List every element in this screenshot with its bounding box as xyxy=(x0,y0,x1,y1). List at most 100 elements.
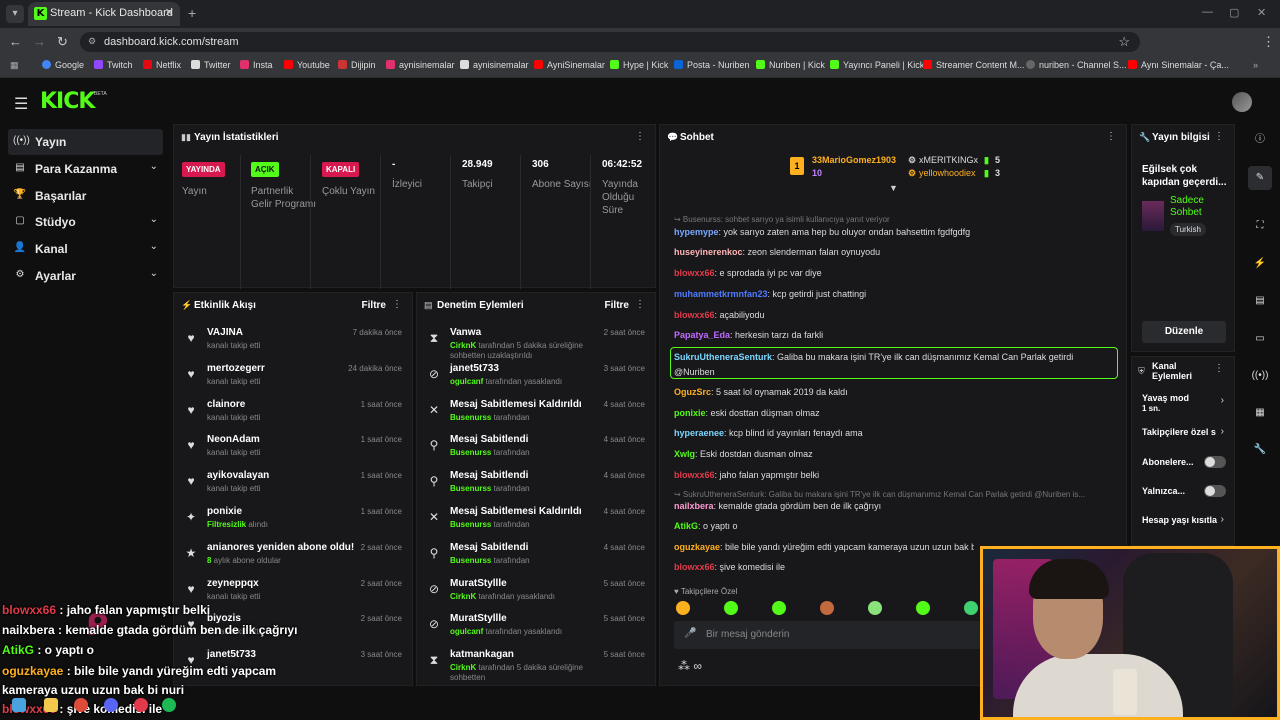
emote-icon[interactable] xyxy=(916,601,930,615)
chat-username[interactable]: SukruUtheneraSenturk xyxy=(674,352,773,362)
chevron-right-icon[interactable]: › xyxy=(1220,426,1224,437)
chat-username[interactable]: blowxx66 xyxy=(674,470,715,480)
microphone-icon[interactable]: 🎤 xyxy=(684,628,697,639)
list-item[interactable]: ♥ zeyneppqx kanalı takip etti 2 saat önce xyxy=(174,574,412,610)
more-options-icon[interactable]: ⋮ xyxy=(635,299,645,310)
chat-username[interactable]: muhammetkrmnfan23 xyxy=(674,289,768,299)
edit-button[interactable]: Düzenle xyxy=(1142,321,1226,343)
minimize-icon[interactable]: — xyxy=(1202,6,1213,18)
bookmark-twitter[interactable]: Twitter xyxy=(191,60,231,70)
collapse-arrow-icon[interactable]: ▼ xyxy=(889,183,898,193)
bookmark-insta[interactable]: Insta xyxy=(240,60,273,70)
browser-menu-icon[interactable]: ⋮ xyxy=(1262,34,1275,49)
sidebar-item-yayin[interactable]: ((•)) Yayın xyxy=(8,129,163,155)
list-item[interactable]: ✕ Mesaj Sabitlemesi Kaldırıldı Busenurss t… xyxy=(417,395,655,431)
discord-icon[interactable] xyxy=(104,698,118,712)
maximize-icon[interactable]: ▢ xyxy=(1229,7,1240,19)
more-options-icon[interactable]: ⋮ xyxy=(1106,131,1116,142)
apps-grid-icon[interactable]: ▦ xyxy=(10,60,19,70)
sidebar-item-para-kazanma[interactable]: ▤ Para Kazanma ⌄ xyxy=(8,156,163,182)
bookmark-twitch[interactable]: Twitch xyxy=(94,60,133,70)
chat-username[interactable]: huseyinerenkoc xyxy=(674,247,743,257)
chat-input[interactable]: 🎤 Bir mesaj gönderin xyxy=(674,621,984,649)
bookmark-dijipin[interactable]: Dijipin xyxy=(338,60,376,70)
chat-username[interactable]: hypemype xyxy=(674,227,719,237)
list-item[interactable]: ✕ Mesaj Sabitlemesi Kaldırıldı Busenurss t… xyxy=(417,502,655,538)
chat-username[interactable]: Papatya_Eda xyxy=(674,330,731,340)
list-item[interactable]: ⊘ janet5t733 ogulcanf tarafından yasakland… xyxy=(417,359,655,395)
bookmark-netflix[interactable]: Netflix xyxy=(143,60,181,70)
folder-icon[interactable] xyxy=(44,698,58,712)
tab-search-button[interactable]: ▾ xyxy=(6,5,24,23)
kick-logo[interactable]: KICK xyxy=(40,89,95,114)
lightning-icon[interactable]: ⚡ xyxy=(1253,258,1267,269)
bookmark-google[interactable]: Google xyxy=(42,60,84,70)
bookmark-aynisinemalar-twitter[interactable]: aynisinemalar xyxy=(460,60,529,70)
bookmark-aynisinemalar-youtube[interactable]: AyniSinemalar xyxy=(534,60,605,70)
filter-button[interactable]: Filtre xyxy=(604,300,629,311)
category-name[interactable]: Sadece Sohbet xyxy=(1170,195,1204,218)
url-field[interactable]: ⚙ dashboard.kick.com/stream ☆ xyxy=(80,32,1140,52)
bookmark-ayni-sinemalar[interactable]: Aynı Sinemalar - Ça... xyxy=(1128,60,1229,70)
list-item[interactable]: ♥ janet5t733 3 saat önce xyxy=(174,645,412,681)
sidebar-item-studyo[interactable]: ▢ Stüdyo ⌄ xyxy=(8,209,163,235)
bookmark-nuriben-channel[interactable]: nuriben - Channel S... xyxy=(1026,60,1127,70)
emote-icon[interactable] xyxy=(868,601,882,615)
emote-icon[interactable] xyxy=(820,601,834,615)
list-item[interactable]: ⊘ MuratStyllle CirknK tarafından yasakland… xyxy=(417,574,655,610)
list-item[interactable]: ⚲ Mesaj Sabitlendi Busenurss tarafından 4 s… xyxy=(417,466,655,502)
app-icon[interactable] xyxy=(134,698,148,712)
list-item[interactable]: ⚲ Mesaj Sabitlendi Busenurss tarafından 4 s… xyxy=(417,538,655,574)
subs-only-toggle[interactable] xyxy=(1204,456,1226,468)
chat-username[interactable]: AtikG xyxy=(674,521,699,531)
bookmark-streamer-content[interactable]: Streamer Content M... xyxy=(923,60,1025,70)
list-item[interactable]: ⚲ Mesaj Sabitlendi Busenurss tarafından 4 s… xyxy=(417,430,655,466)
windows-icon[interactable] xyxy=(12,698,26,712)
more-options-icon[interactable]: ⋮ xyxy=(635,131,645,142)
emote-icon[interactable] xyxy=(772,601,786,615)
info-icon[interactable]: ⓘ xyxy=(1255,134,1265,145)
more-options-icon[interactable]: ⋮ xyxy=(1214,363,1224,374)
chat-username[interactable]: oguzkayae xyxy=(674,542,721,552)
chat-username[interactable]: Xwlg xyxy=(674,449,696,459)
chat-username[interactable]: ponixie xyxy=(674,408,706,418)
document-icon[interactable]: ▤ xyxy=(1255,295,1265,306)
slow-mode-label[interactable]: Yavaş mod xyxy=(1142,393,1190,403)
quick-emote-icon[interactable]: ⁂ ∞ xyxy=(678,659,702,673)
chevron-right-icon[interactable]: › xyxy=(1220,395,1224,406)
site-info-icon[interactable]: ⚙ xyxy=(88,36,97,46)
emote-icon[interactable] xyxy=(964,601,978,615)
list-item[interactable]: ♥ mertozegerr kanalı takip etti 24 dakika ö… xyxy=(174,359,412,395)
spotify-icon[interactable] xyxy=(162,698,176,712)
close-tab-icon[interactable]: ✕ xyxy=(164,7,174,19)
sidebar-item-basarilar[interactable]: 🏆 Başarılar xyxy=(8,183,163,209)
chat-username[interactable]: nailxbera xyxy=(674,501,714,511)
list-item[interactable]: ♥ NeonAdam kanalı takip etti 1 saat önce xyxy=(174,430,412,466)
fullscreen-icon[interactable]: ⛶ xyxy=(1256,220,1264,231)
followers-only-label[interactable]: Takipçilere özel s xyxy=(1142,427,1216,437)
emote-icon[interactable] xyxy=(676,601,690,615)
layers-icon[interactable]: ▦ xyxy=(1255,407,1265,418)
chat-username[interactable]: blowxx66 xyxy=(674,310,715,320)
browser-tab[interactable]: K Stream - Kick Dashboard ✕ xyxy=(28,2,180,26)
hamburger-menu-icon[interactable]: ☰ xyxy=(14,96,29,113)
sidebar-item-kanal[interactable]: 👤 Kanal ⌄ xyxy=(8,236,163,262)
bookmark-nuriben-kick[interactable]: Nuriben | Kick xyxy=(756,60,825,70)
bookmark-star-icon[interactable]: ☆ xyxy=(1118,34,1130,49)
back-icon[interactable]: ← xyxy=(9,34,22,49)
close-window-icon[interactable]: ✕ xyxy=(1257,7,1267,19)
list-item[interactable]: ♥ clainore kanalı takip etti 1 saat önce xyxy=(174,395,412,431)
chat-icon[interactable]: ▭ xyxy=(1255,333,1265,344)
bookmark-youtube[interactable]: Youtube xyxy=(284,60,330,70)
new-tab-icon[interactable]: + xyxy=(188,5,197,21)
top-gifter-name[interactable]: 33MarioGomez1903 xyxy=(812,155,897,165)
emotes-only-toggle[interactable] xyxy=(1204,485,1226,497)
broadcast-icon[interactable]: ((•)) xyxy=(1251,370,1269,381)
top-gifter-name[interactable]: yellowhoodiex xyxy=(919,168,976,178)
list-item[interactable]: ⊘ MuratStyllle ogulcanf tarafından yasakla… xyxy=(417,609,655,645)
reload-icon[interactable]: ↻ xyxy=(57,34,68,49)
list-item[interactable]: ✦ ponixie Filtresizlik alındı 1 saat önce xyxy=(174,502,412,538)
wrench-icon[interactable]: 🔧 xyxy=(1253,444,1267,455)
account-age-label[interactable]: Hesap yaşı kısıtla xyxy=(1142,515,1218,525)
emote-icon[interactable] xyxy=(724,601,738,615)
